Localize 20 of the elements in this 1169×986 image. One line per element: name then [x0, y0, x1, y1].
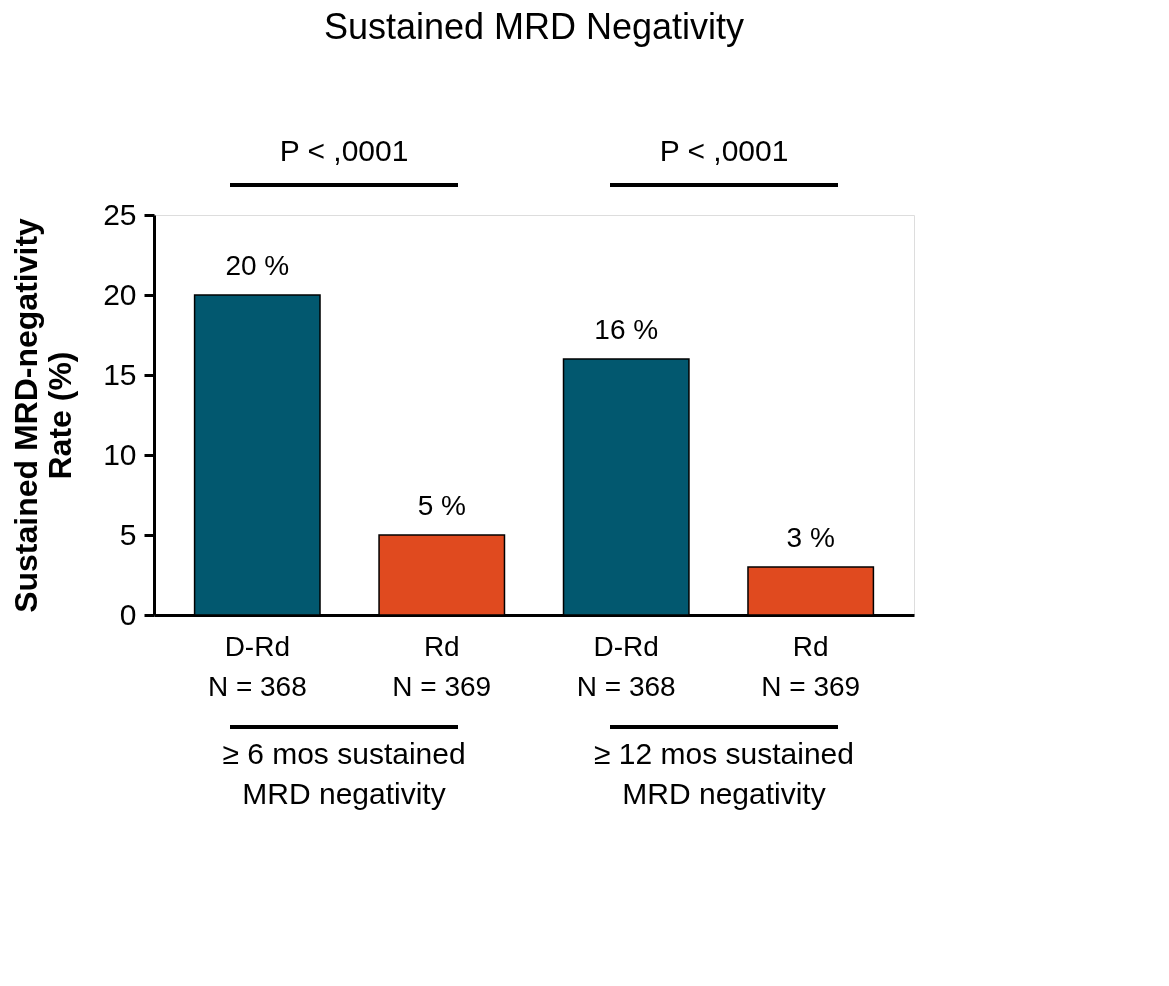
- text: ≥ 6 mos sustained MRD negativity: [222, 737, 466, 810]
- y-tick-label: 15: [103, 357, 137, 391]
- y-axis-title: Sustained MRD-negativity Rate (%): [8, 217, 79, 613]
- y-tick-label: 0: [119, 597, 137, 631]
- data-label: 16 %: [594, 314, 659, 345]
- data-label: 20 %: [225, 250, 290, 281]
- text: P < ,0001: [279, 134, 409, 167]
- data-label: 3 %: [786, 522, 835, 553]
- x-tick-label: D-Rd N = 368: [576, 630, 676, 702]
- x-tick-label: Rd N = 369: [761, 630, 861, 702]
- y-tick-label: 25: [103, 197, 137, 231]
- y-tick-label: 10: [103, 437, 137, 471]
- chart-title: Sustained MRD Negativity: [323, 6, 745, 47]
- y-tick-label: 20: [103, 277, 137, 311]
- x-tick-label: Rd N = 369: [392, 630, 492, 702]
- text: ≥ 12 mos sustained MRD negativity: [594, 737, 854, 810]
- data-label: 5 %: [417, 490, 466, 521]
- x-tick-label: D-Rd N = 368: [207, 630, 307, 702]
- y-tick-label: 5: [119, 517, 137, 551]
- text: P < ,0001: [659, 134, 789, 167]
